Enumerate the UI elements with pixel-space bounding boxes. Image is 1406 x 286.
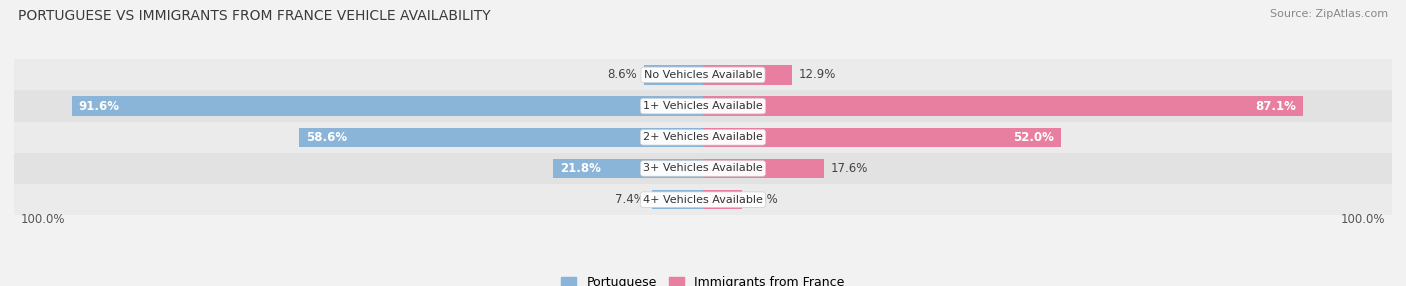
Bar: [703, 190, 741, 209]
Text: 1+ Vehicles Available: 1+ Vehicles Available: [643, 101, 763, 111]
Bar: [703, 65, 792, 85]
Bar: [14, 184, 1392, 215]
Text: 52.0%: 52.0%: [1014, 131, 1054, 144]
Bar: [299, 128, 703, 147]
Text: 100.0%: 100.0%: [1340, 212, 1385, 226]
Bar: [14, 122, 1392, 153]
Text: Source: ZipAtlas.com: Source: ZipAtlas.com: [1270, 9, 1388, 19]
Text: 58.6%: 58.6%: [307, 131, 347, 144]
Bar: [652, 190, 703, 209]
Text: 7.4%: 7.4%: [616, 193, 645, 206]
Bar: [14, 153, 1392, 184]
Text: 4+ Vehicles Available: 4+ Vehicles Available: [643, 195, 763, 205]
Text: 2+ Vehicles Available: 2+ Vehicles Available: [643, 132, 763, 142]
Legend: Portuguese, Immigrants from France: Portuguese, Immigrants from France: [557, 271, 849, 286]
Bar: [703, 128, 1062, 147]
Bar: [72, 96, 703, 116]
Bar: [14, 59, 1392, 90]
Bar: [14, 90, 1392, 122]
Text: 87.1%: 87.1%: [1256, 100, 1296, 113]
Text: 8.6%: 8.6%: [607, 68, 637, 82]
Text: No Vehicles Available: No Vehicles Available: [644, 70, 762, 80]
Text: 100.0%: 100.0%: [21, 212, 66, 226]
Text: 12.9%: 12.9%: [799, 68, 837, 82]
Text: 17.6%: 17.6%: [831, 162, 869, 175]
Bar: [553, 159, 703, 178]
Bar: [644, 65, 703, 85]
Bar: [703, 96, 1303, 116]
Text: PORTUGUESE VS IMMIGRANTS FROM FRANCE VEHICLE AVAILABILITY: PORTUGUESE VS IMMIGRANTS FROM FRANCE VEH…: [18, 9, 491, 23]
Text: 91.6%: 91.6%: [79, 100, 120, 113]
Bar: [703, 159, 824, 178]
Text: 5.6%: 5.6%: [748, 193, 778, 206]
Text: 21.8%: 21.8%: [560, 162, 600, 175]
Text: 3+ Vehicles Available: 3+ Vehicles Available: [643, 164, 763, 174]
